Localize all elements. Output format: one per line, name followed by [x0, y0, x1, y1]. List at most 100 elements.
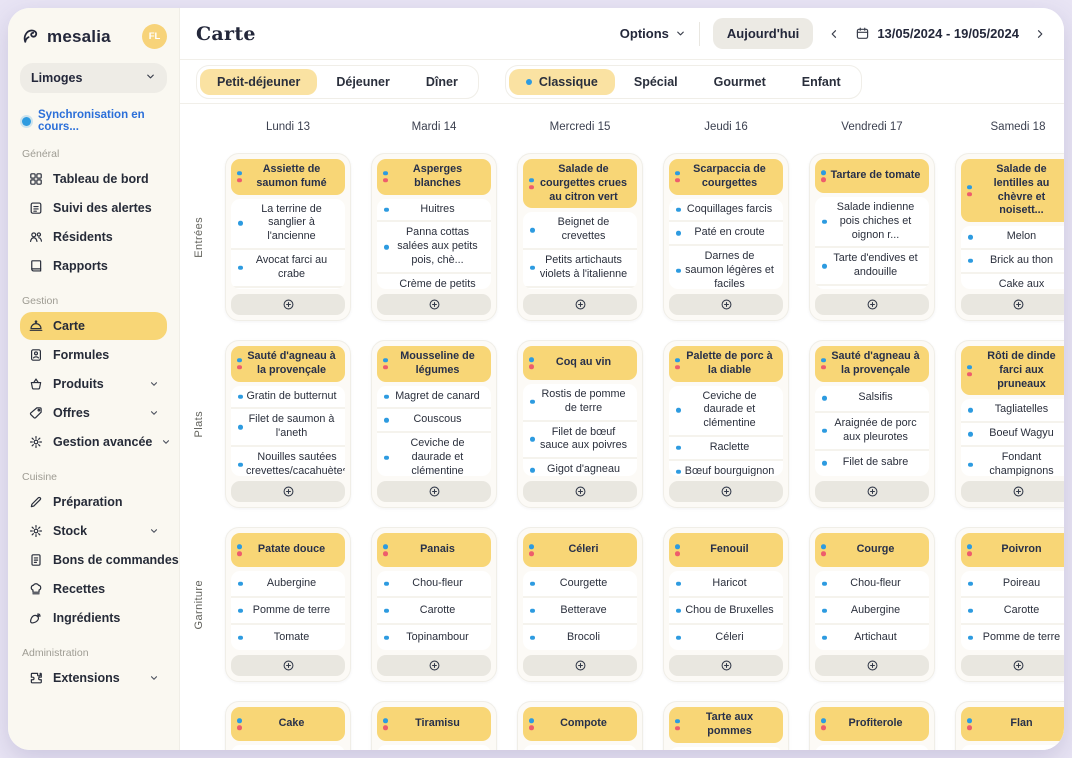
add-dish-button[interactable]	[961, 481, 1064, 502]
dish-item[interactable]: Salade croquante	[523, 287, 637, 289]
dish-item[interactable]: La terrine de sanglier à l'ancienne	[231, 198, 345, 251]
sidebar-item-suivi-des-alertes[interactable]: Suivi des alertes	[20, 194, 167, 222]
sidebar-item-preparation[interactable]: Préparation	[20, 488, 167, 516]
tab-category-gourmet[interactable]: Gourmet	[697, 69, 783, 95]
dish-item[interactable]: Filet de sabre	[815, 450, 929, 476]
dish-item[interactable]: Fondant champignons	[961, 447, 1064, 476]
dish-item[interactable]: Avocat farci au crabe	[231, 250, 345, 288]
add-dish-button[interactable]	[815, 655, 929, 676]
dish-item[interactable]: Ceviche de daurade et clémentine	[669, 385, 783, 438]
dish-item[interactable]: Ceviche de daurade et clémentine	[377, 433, 491, 476]
dish-item[interactable]: Tomate	[231, 625, 345, 650]
add-dish-button[interactable]	[815, 481, 929, 502]
featured-dish[interactable]: Rôti de dinde farci aux pruneaux	[961, 346, 1064, 396]
featured-dish[interactable]: Céleri	[523, 533, 637, 567]
sidebar-item-carte[interactable]: Carte	[20, 312, 167, 340]
dish-item[interactable]: Araignée de porc aux pleurotes	[815, 413, 929, 451]
dish-item[interactable]: Crème caramel	[961, 745, 1064, 750]
featured-dish[interactable]: Palette de porc à la diable	[669, 346, 783, 382]
dish-item[interactable]: Filet de saumon à l'aneth	[231, 409, 345, 448]
featured-dish[interactable]: Assiette de saumon fumé	[231, 159, 345, 195]
dish-item[interactable]: Gâteau au chocolat	[231, 745, 345, 750]
featured-dish[interactable]: Scarpaccia de courgettes	[669, 159, 783, 195]
featured-dish[interactable]: Tiramisu	[377, 707, 491, 741]
dish-item[interactable]: Huitres	[377, 198, 491, 223]
dish-item[interactable]: Filet de bœuf sauce aux poivres	[523, 421, 637, 460]
tab-meal-petit-dejeuner[interactable]: Petit-déjeuner	[200, 68, 318, 95]
dish-item[interactable]: Rostis de pomme de terre	[523, 384, 637, 422]
dish-item[interactable]: Brick au thon	[961, 250, 1064, 274]
sidebar-item-gestion-avancee[interactable]: Gestion avancée	[20, 428, 170, 456]
add-dish-button[interactable]	[231, 294, 345, 315]
add-dish-button[interactable]	[523, 655, 637, 676]
add-dish-button[interactable]	[523, 294, 637, 315]
dish-item[interactable]: Coquillages farcis	[669, 198, 783, 223]
dish-item[interactable]: Gigot d'agneau	[523, 459, 637, 476]
add-dish-button[interactable]	[377, 481, 491, 502]
sidebar-item-recettes[interactable]: Recettes	[20, 575, 167, 603]
sidebar-item-stock[interactable]: Stock	[20, 517, 167, 545]
featured-dish[interactable]: Cake	[231, 707, 345, 741]
dish-item[interactable]: Betterave	[523, 598, 637, 625]
dish-item[interactable]: Pâtisserie	[377, 745, 491, 750]
sidebar-item-produits[interactable]: Produits	[20, 370, 167, 398]
avatar[interactable]: FL	[142, 24, 167, 49]
tab-category-special[interactable]: Spécial	[617, 69, 695, 95]
featured-dish[interactable]: Salade de courgettes crues au citron ver…	[523, 159, 637, 209]
dish-item[interactable]: Pomme de terre	[961, 625, 1064, 650]
dish-item[interactable]: Salade indienne pois chiches et oignon r…	[815, 197, 929, 249]
add-dish-button[interactable]	[231, 655, 345, 676]
dish-item[interactable]: Carotte	[961, 598, 1064, 625]
dish-item[interactable]: Aubergine	[815, 598, 929, 625]
dish-item[interactable]: Artichaut	[815, 625, 929, 650]
dish-item[interactable]: Bœuf bourguignon	[669, 460, 783, 476]
add-dish-button[interactable]	[669, 655, 783, 676]
dish-item[interactable]: Carotte	[377, 598, 491, 625]
add-dish-button[interactable]	[377, 655, 491, 676]
featured-dish[interactable]: Salade de lentilles au chèvre et noisett…	[961, 159, 1064, 223]
dish-item[interactable]: Tarte d'endives et andouille	[815, 248, 929, 287]
sidebar-item-formules[interactable]: Formules	[20, 341, 167, 369]
dish-item[interactable]: Chou de Bruxelles	[669, 598, 783, 625]
dish-item[interactable]: Raclette	[669, 437, 783, 461]
prev-week-button[interactable]	[826, 26, 842, 42]
location-select[interactable]: Limoges	[20, 63, 167, 93]
featured-dish[interactable]: Compote	[523, 707, 637, 741]
dish-item[interactable]: Cake aux courgettes, chèvre et menthe fr…	[961, 273, 1064, 289]
sidebar-item-rapports[interactable]: Rapports	[20, 252, 167, 280]
featured-dish[interactable]: Coq au vin	[523, 346, 637, 380]
tab-meal-dejeuner[interactable]: Déjeuner	[319, 69, 407, 95]
add-dish-button[interactable]	[377, 294, 491, 315]
featured-dish[interactable]: Sauté d'agneau à la provençale	[815, 346, 929, 382]
dish-item[interactable]: Nouilles sautées crevettes/cacahuètes	[231, 447, 345, 476]
dish-item[interactable]: Tarte au camembert	[231, 287, 345, 289]
dish-item[interactable]: Panna cottas salées aux petits pois, chè…	[377, 222, 491, 274]
dish-item[interactable]: Salsifis	[815, 385, 929, 413]
dish-item[interactable]: Poireau	[961, 571, 1064, 598]
add-dish-button[interactable]	[961, 294, 1064, 315]
add-dish-button[interactable]	[961, 655, 1064, 676]
dish-item[interactable]: Céleri	[669, 625, 783, 650]
dish-item[interactable]: Chou-fleur	[377, 571, 491, 598]
add-dish-button[interactable]	[669, 294, 783, 315]
dish-item[interactable]: Aubergine	[231, 571, 345, 598]
featured-dish[interactable]: Profiterole	[815, 707, 929, 741]
dish-item[interactable]: Topinambour	[377, 625, 491, 650]
dish-item[interactable]: Mousse au chocolat	[669, 746, 783, 750]
featured-dish[interactable]: Poivron	[961, 533, 1064, 567]
dish-item[interactable]: Paté en croute	[669, 222, 783, 247]
sidebar-item-ingredients[interactable]: Ingrédients	[20, 604, 167, 632]
dish-item[interactable]: Haricot	[669, 571, 783, 598]
featured-dish[interactable]: Mousseline de légumes	[377, 346, 491, 382]
featured-dish[interactable]: Courge	[815, 533, 929, 567]
dish-item[interactable]: Couscous	[377, 409, 491, 434]
dish-item[interactable]: Crème de petits pois et gambas	[377, 273, 491, 289]
sidebar-item-offres[interactable]: Offres	[20, 399, 167, 427]
sidebar-item-bons-de-commandes[interactable]: Bons de commandes	[20, 546, 179, 574]
options-dropdown[interactable]: Options	[620, 26, 686, 41]
featured-dish[interactable]: Sauté d'agneau à la provençale	[231, 346, 345, 382]
featured-dish[interactable]: Asperges blanches	[377, 159, 491, 195]
dish-item[interactable]: Darnes de saumon légères et faciles	[669, 246, 783, 289]
dish-item[interactable]: Courgette	[523, 571, 637, 598]
dish-item[interactable]: Patatas bravas	[815, 286, 929, 289]
